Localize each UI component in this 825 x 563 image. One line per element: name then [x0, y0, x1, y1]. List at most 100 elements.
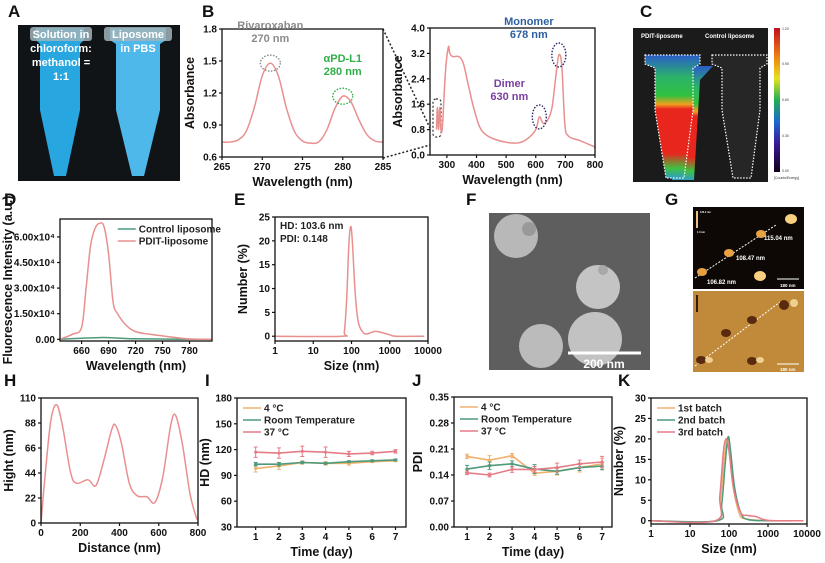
chart-b1: 265 270 275 280 285 0.6 0.9 1.2 1.5 1.8 Wavelength… — [183, 20, 392, 189]
x-tick-label: 300 — [439, 160, 456, 171]
panel-label-b: B — [202, 2, 214, 21]
y-tick-label: 5 — [640, 496, 646, 507]
x-tick-label: 6 — [577, 532, 583, 543]
legend-label: PDIT-liposome — [139, 237, 209, 248]
x-tick-label: 1000 — [379, 346, 402, 357]
y-tick-label: 30 — [221, 523, 233, 534]
x-tick-label: 270 — [254, 162, 271, 173]
y-axis-title: Fluorescence Intensity (a.u.) — [1, 196, 15, 365]
y-tick-label: 180 — [215, 394, 232, 405]
plot-frame — [221, 28, 384, 158]
x-axis-title: Distance (nm) — [78, 541, 161, 555]
data-point — [393, 458, 398, 462]
y-axis-title: Number (%) — [612, 426, 626, 496]
afm-distance-3: 106.82 nm — [707, 280, 736, 286]
legend-label: Control liposome — [139, 225, 222, 236]
data-point — [555, 465, 559, 470]
x-axis-title: Wavelength (nm) — [462, 173, 562, 187]
series-2nd-batch — [650, 435, 804, 523]
x-axis-title: Time (day) — [290, 545, 352, 559]
y-tick-label: 1.5 — [203, 57, 217, 68]
tube-left — [36, 28, 84, 176]
tube-label-left-2: chloroform: — [30, 43, 92, 55]
data-point — [465, 454, 469, 459]
x-axis-title: Wavelength (nm) — [86, 359, 186, 373]
y-tick-label: 0.8 — [411, 125, 425, 136]
afm-height-image: 120.2 nm 1.3 nm 115.04 nm 108.47 nm 106.… — [693, 207, 804, 289]
series-0 — [435, 45, 596, 148]
x-tick-label: 800 — [587, 160, 604, 171]
x-tick-label: 285 — [375, 162, 392, 173]
colorbar-tick: 0.90 — [782, 62, 789, 66]
x-tick-label: 100 — [721, 529, 738, 540]
y-tick-label: 4.0 — [411, 24, 425, 35]
x-tick-label: 10000 — [414, 346, 442, 357]
y-tick-label: 44 — [25, 469, 37, 480]
y-axis-title: Absorbance — [391, 55, 405, 127]
y-tick-label: 0.28 — [430, 419, 450, 430]
x-tick-label: 1000 — [757, 529, 780, 540]
plot-frame — [453, 396, 613, 528]
series-0 — [221, 62, 384, 145]
series-line — [274, 225, 425, 338]
series-line — [221, 62, 384, 145]
peak-annotation: 678 nm — [510, 29, 548, 41]
x-tick-label: 7 — [599, 532, 605, 543]
data-point — [300, 460, 304, 465]
y-tick-label: 0.6 — [203, 153, 217, 164]
series-pdit-liposome — [59, 222, 213, 341]
panel-label-f: F — [466, 190, 476, 209]
afm-colorbar-max: 120.2 nm — [700, 211, 711, 214]
y-tick-label: 25 — [635, 414, 647, 425]
x-axis-title: Wavelength (nm) — [252, 175, 352, 189]
y-axis-title: HD (nm) — [198, 438, 212, 487]
x-tick-label: 100 — [343, 346, 360, 357]
data-point — [532, 467, 537, 472]
afm-colorbar-min: 1.3 nm — [697, 231, 706, 234]
x-tick-label: 1 — [272, 346, 278, 357]
peak-annotation: Dimer — [494, 78, 526, 90]
series-line — [650, 435, 804, 523]
panel-label-k: K — [618, 371, 631, 390]
chart-d: 660 690 720 750 780 0.00 1.50x10⁴ 3.00x10⁴ 4.50x… — [1, 196, 221, 373]
y-tick-label: 60 — [221, 497, 233, 508]
series-37-c — [465, 455, 605, 478]
afm-distance-1: 115.04 nm — [764, 236, 793, 242]
panel-label-a: A — [8, 2, 20, 21]
series-line — [59, 336, 213, 341]
tube-label-left-4: 1:1 — [53, 71, 69, 83]
fluorescence-image: PDIT-liposome Control liposome 1.20 0.90… — [633, 27, 799, 182]
x-tick-label: 1 — [464, 532, 470, 543]
chart-k: 1 10 100 1000 10000 0 5 10 15 20 25 30 Size (nm) Numb… — [612, 394, 821, 557]
legend-label: Room Temperature — [264, 416, 355, 427]
x-tick-label: 660 — [73, 346, 90, 357]
plot-frame — [650, 397, 808, 525]
y-tick-label: 10 — [635, 475, 647, 486]
data-point — [370, 459, 374, 463]
series-line — [435, 45, 596, 148]
tube-label-left-3: methanol = — [32, 57, 90, 69]
series-control-liposome — [59, 336, 213, 341]
x-tick-label: 2 — [487, 532, 493, 543]
panel-label-e: E — [234, 190, 245, 209]
data-point — [347, 452, 351, 456]
y-tick-label: 0 — [264, 332, 270, 343]
peak-annotation: 280 nm — [324, 66, 362, 78]
y-tick-label: 6.00x10⁴ — [14, 232, 55, 243]
x-tick-label: 4 — [323, 532, 329, 543]
colorbar-tick: 0.60 — [782, 98, 789, 102]
data-point — [393, 449, 398, 453]
legend-label: 1st batch — [678, 404, 722, 415]
y-tick-label: 1.6 — [411, 100, 425, 111]
y-tick-label: 20 — [259, 236, 271, 247]
legend-label: 4 °C — [264, 404, 284, 415]
x-tick-label: 3 — [299, 532, 305, 543]
x-tick-label: 400 — [111, 528, 128, 539]
x-axis-title: Size (nm) — [701, 542, 757, 556]
x-tick-label: 600 — [527, 160, 544, 171]
legend-label: 3rd batch — [678, 428, 723, 439]
x-tick-label: 10 — [308, 346, 320, 357]
data-point — [277, 462, 281, 466]
colorbar-unit: [Counts/Energy] — [774, 176, 799, 180]
data-point — [254, 450, 258, 454]
